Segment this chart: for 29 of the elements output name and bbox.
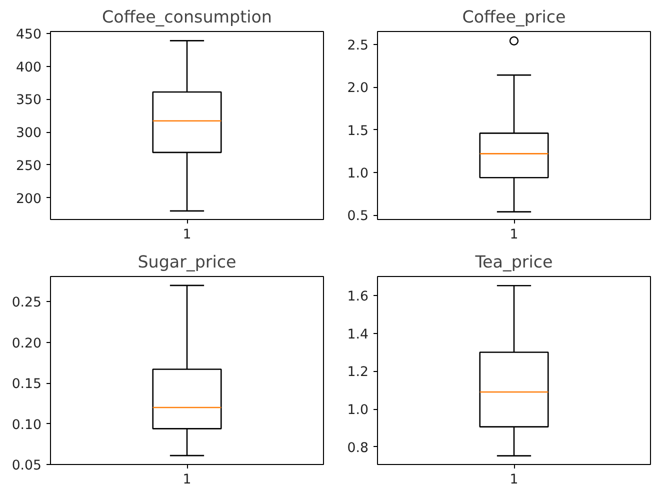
y-tick-label: 1.6 <box>347 289 369 304</box>
y-tick-label: 200 <box>16 192 42 207</box>
y-tick-label: 2.0 <box>347 81 369 96</box>
chart-title: Coffee_consumption <box>102 8 272 26</box>
chart-title: Tea_price <box>474 252 553 272</box>
y-tick-label: 1.5 <box>347 124 369 139</box>
y-tick-label: 400 <box>16 60 42 76</box>
y-tick-label: 0.10 <box>12 418 42 433</box>
y-tick-label: 450 <box>16 27 42 42</box>
x-tick-label: 1 <box>182 228 192 242</box>
y-tick-label: 1.4 <box>347 327 369 342</box>
y-tick-label: 350 <box>16 93 42 108</box>
x-tick-label: 1 <box>182 472 192 488</box>
y-tick-label: 0.20 <box>12 336 42 352</box>
x-tick-label: 1 <box>510 472 518 488</box>
y-tick-label: 2.5 <box>347 38 369 54</box>
chart-title: Sugar_price <box>138 252 236 272</box>
y-tick-label: 250 <box>16 158 42 174</box>
y-tick-label: 0.25 <box>12 296 42 311</box>
y-tick-label: 300 <box>16 126 42 142</box>
y-tick-label: 1.0 <box>347 166 369 182</box>
y-tick-label: 0.05 <box>12 458 42 474</box>
y-tick-label: 1.0 <box>347 403 369 418</box>
y-tick-label: 0.5 <box>347 209 369 224</box>
x-tick-label: 1 <box>510 228 518 242</box>
y-tick-label: 0.8 <box>347 440 369 456</box>
chart-title: Coffee_price <box>462 8 566 26</box>
y-tick-label: 0.15 <box>12 377 42 392</box>
y-tick-label: 1.2 <box>347 365 369 380</box>
